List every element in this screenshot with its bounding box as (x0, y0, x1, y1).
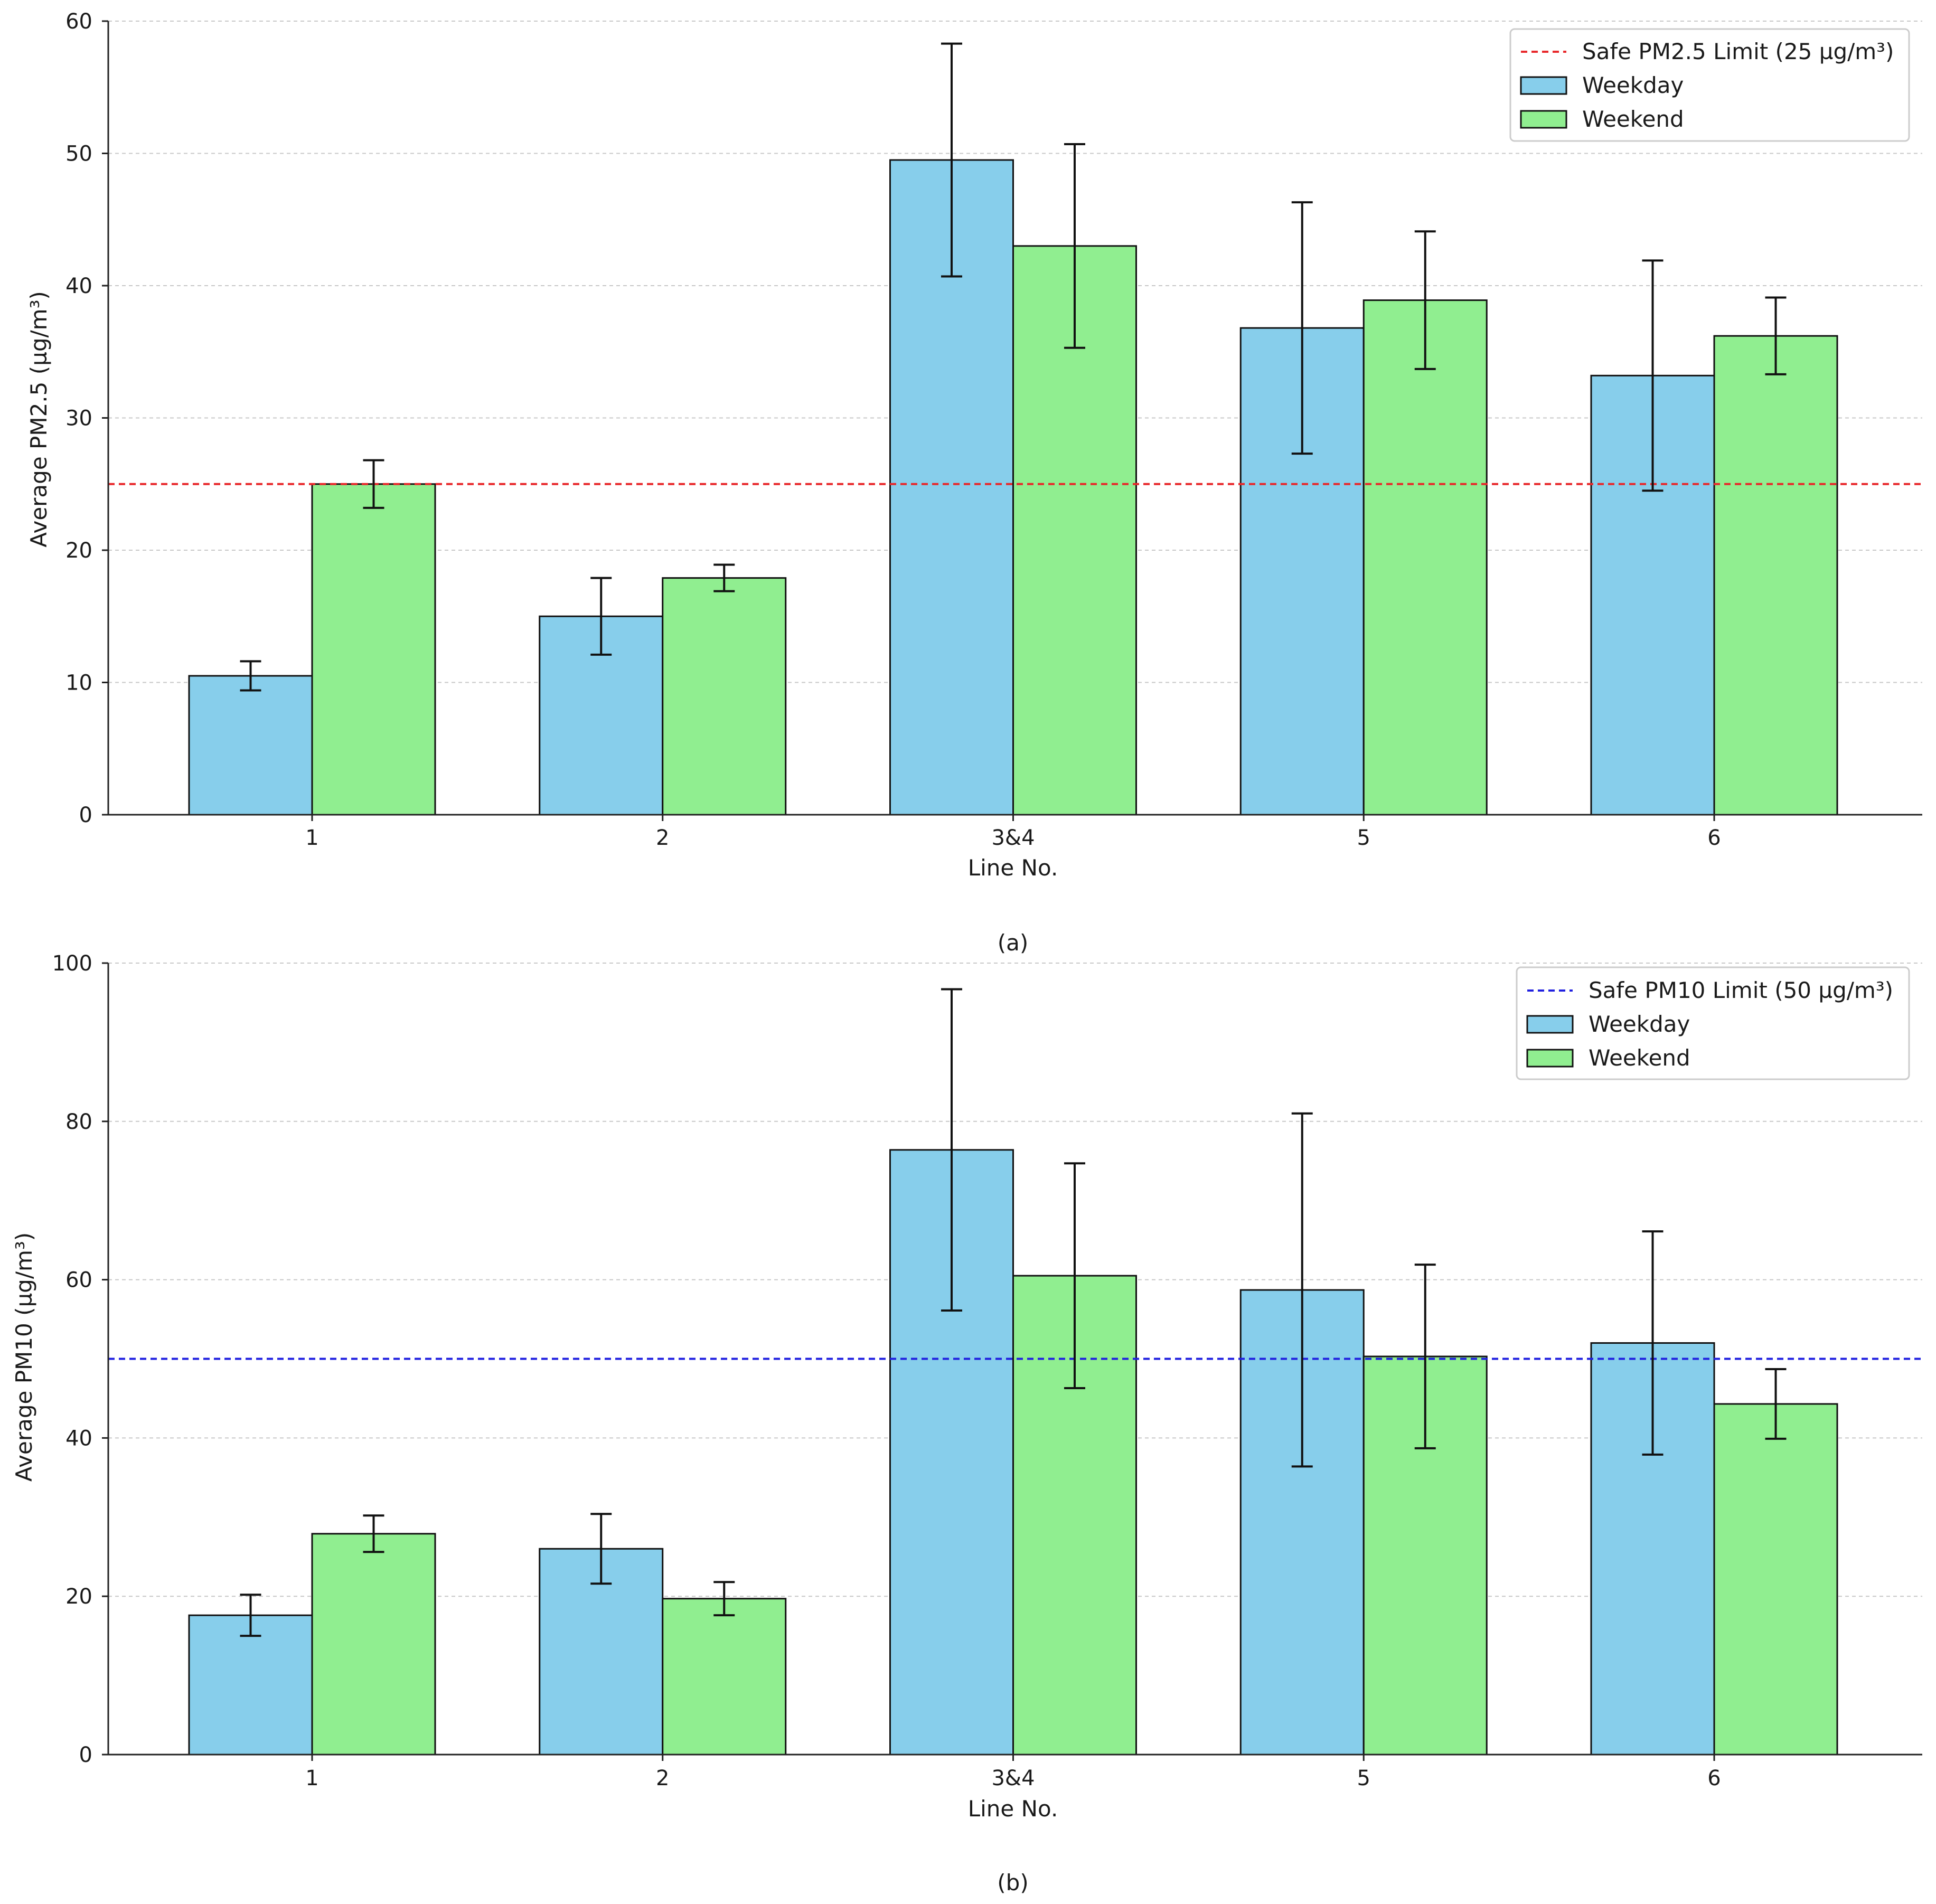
y-tick-label: 10 (65, 671, 92, 695)
bar-weekend-1 (311, 483, 436, 816)
y-tick-label: 30 (65, 407, 92, 431)
legend: Safe PM2.5 Limit (25 µg/m³) Weekday Week… (1509, 28, 1910, 142)
y-tick-label: 0 (79, 803, 92, 827)
tick-labels: 0 20 40 60 80 100 1 2 3&4 5 6 (52, 951, 1721, 1790)
y-tick-label: 100 (52, 951, 92, 976)
y-tick-label: 40 (65, 274, 92, 298)
legend-frame (1509, 28, 1910, 142)
x-tick-label: 1 (305, 826, 318, 850)
y-tick-label: 60 (65, 10, 92, 34)
legend-label-reference-line: Safe PM2.5 Limit (25 µg/m³) (1582, 39, 1894, 64)
bars (188, 1149, 1838, 1756)
y-axis-title: Average PM2.5 (µg/m³) (26, 291, 52, 548)
legend-label-weekday: Weekday (1589, 1011, 1690, 1037)
x-tick-label: 1 (305, 1766, 318, 1790)
bar-weekend-6 (1713, 335, 1838, 816)
x-tick-label: 6 (1707, 826, 1721, 850)
x-axis-title: Line No. (968, 855, 1058, 881)
chart-panel-b: 0 20 40 60 80 100 1 2 3&4 5 6 Line No. Average PM1… (11, 951, 1922, 1896)
x-tick-label: 5 (1357, 1766, 1370, 1790)
legend-label-reference-line: Safe PM10 Limit (50 µg/m³) (1589, 977, 1893, 1003)
y-tick-label: 0 (79, 1743, 92, 1767)
bar-weekend-6 (1713, 1403, 1838, 1756)
x-axis-title: Line No. (968, 1796, 1058, 1822)
error-bars (240, 988, 1787, 1637)
legend-swatch-weekday (1520, 76, 1567, 95)
y-tick-label: 20 (65, 539, 92, 563)
legend-label-weekend: Weekend (1589, 1045, 1690, 1071)
x-tick-label: 3&4 (991, 1766, 1035, 1790)
bar-weekend-1 (311, 1533, 436, 1756)
error-bars (240, 42, 1787, 692)
chart-panel-a: 0 10 20 30 40 50 60 1 2 3&4 5 6 Line No. Average PM… (26, 10, 1922, 956)
x-tick-label: 5 (1357, 826, 1370, 850)
bar-weekday-1 (188, 675, 313, 816)
y-tick-label: 50 (65, 142, 92, 166)
legend-swatch-weekend (1520, 110, 1567, 129)
legend-frame (1516, 966, 1910, 1080)
axes (102, 962, 1922, 1761)
legend-label-weekday: Weekday (1582, 72, 1684, 98)
y-tick-label: 80 (65, 1110, 92, 1134)
panel-caption: (a) (998, 930, 1029, 956)
legend: Safe PM10 Limit (50 µg/m³) Weekday Weeke… (1516, 966, 1910, 1080)
bar-weekend-2 (662, 1598, 787, 1756)
x-tick-label: 2 (656, 826, 669, 850)
y-tick-label: 40 (65, 1426, 92, 1450)
y-tick-label: 20 (65, 1585, 92, 1609)
legend-swatch-weekday (1526, 1015, 1574, 1034)
tick-labels: 0 10 20 30 40 50 60 1 2 3&4 5 6 (65, 10, 1721, 850)
bar-weekend-2 (662, 577, 787, 816)
panel-caption: (b) (997, 1870, 1028, 1896)
y-axis-title: Average PM10 (µg/m³) (11, 1232, 37, 1482)
x-tick-label: 3&4 (991, 826, 1035, 850)
legend-swatch-weekend (1526, 1049, 1574, 1068)
x-tick-label: 2 (656, 1766, 669, 1790)
x-tick-label: 6 (1707, 1766, 1721, 1790)
bar-weekend-5 (1362, 299, 1488, 816)
axes (102, 20, 1922, 821)
legend-label-weekend: Weekend (1582, 106, 1684, 132)
y-tick-label: 60 (65, 1268, 92, 1293)
